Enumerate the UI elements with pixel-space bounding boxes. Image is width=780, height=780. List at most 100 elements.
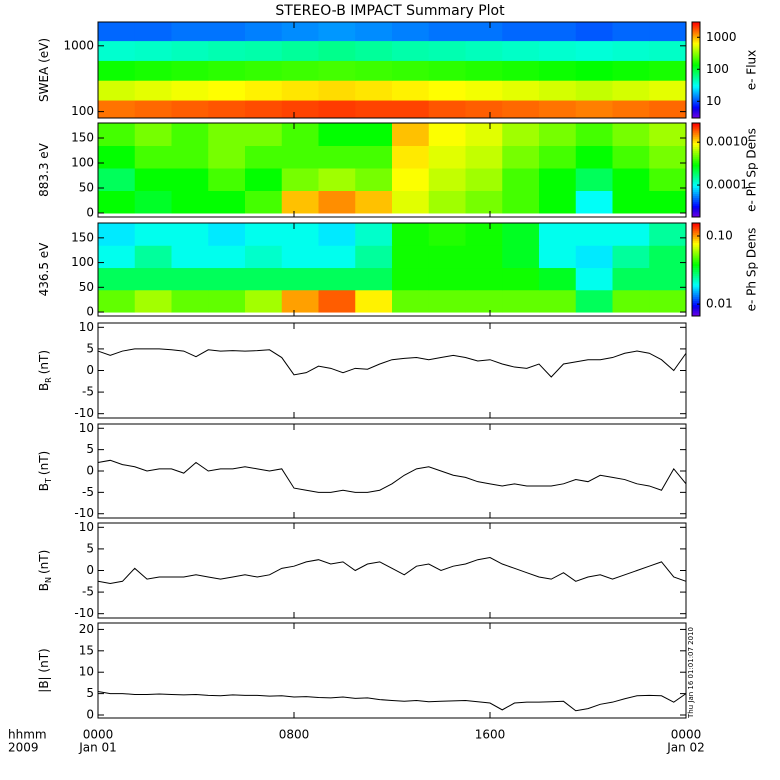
heat-cell	[98, 145, 136, 169]
heat-cell	[502, 245, 540, 269]
colorbar-slice	[692, 76, 700, 79]
panel-frame	[97, 522, 687, 619]
heat-cell	[649, 60, 686, 81]
heat-cell	[428, 223, 466, 246]
y-tick-label: 100	[71, 156, 94, 170]
heat-cell	[245, 80, 283, 101]
heat-cell	[245, 223, 283, 246]
y-tick-label: -10	[74, 406, 94, 420]
y-tick-label: 0	[86, 464, 94, 478]
colorbar-slice	[692, 240, 700, 243]
y-tick-label: -5	[82, 485, 94, 499]
heat-cell	[575, 223, 613, 246]
colorbar-slice	[692, 308, 700, 311]
heat-cell	[355, 22, 393, 42]
x-date-label: Jan 02	[666, 741, 705, 755]
heat-cell	[134, 22, 172, 42]
heat-cell	[171, 80, 209, 101]
colorbar-frame	[691, 222, 701, 317]
heat-cell	[539, 100, 577, 119]
colorbar-slice	[692, 72, 700, 75]
y-tick-label: 5	[86, 442, 94, 456]
y-label-text: B	[37, 383, 51, 391]
colorbar-slice	[692, 205, 700, 208]
colorbar-slice	[692, 44, 700, 47]
colorbar-slice	[692, 160, 700, 163]
colorbar-slice	[692, 26, 700, 29]
heat-cell	[465, 223, 503, 246]
heat-cell	[392, 267, 430, 291]
heat-cell	[281, 223, 319, 246]
heat-cell	[539, 267, 577, 291]
colorbar-slice	[692, 150, 700, 153]
y-tick-label: 10	[79, 665, 94, 679]
colorbar-slice	[692, 179, 700, 183]
colorbar-slice	[692, 86, 700, 89]
heat-cell	[171, 267, 209, 291]
colorbar-slice	[692, 100, 700, 103]
heat-cell	[208, 223, 246, 246]
heat-cell	[649, 80, 686, 101]
colorbar-slice	[692, 88, 700, 91]
y-axis-label: BT (nT)	[37, 451, 53, 491]
chart-title: STEREO-B IMPACT Summary Plot	[275, 3, 505, 19]
colorbar-slice	[692, 252, 700, 255]
colorbar-tick-label: 0.0001	[706, 178, 748, 192]
colorbar-slice	[692, 209, 700, 212]
heat-cell	[649, 22, 686, 42]
colorbar-slice	[692, 138, 700, 142]
heat-cell	[98, 40, 136, 61]
heat-cell	[171, 223, 209, 246]
y-tick-label: 100	[71, 255, 94, 269]
heat-cell	[208, 245, 246, 269]
heat-cell	[392, 123, 430, 146]
colorbar-slice	[692, 34, 700, 37]
y-tick-label: 50	[79, 181, 94, 195]
y-label-text: B	[37, 483, 51, 491]
colorbar-slice	[692, 234, 700, 238]
heat-cell	[134, 289, 172, 313]
colorbar-slice	[692, 246, 700, 249]
colorbar-slice	[692, 292, 700, 296]
colorbar-slice	[692, 257, 700, 261]
heat-cell	[245, 60, 283, 81]
heat-cell	[245, 100, 283, 119]
colorbar-slice	[692, 64, 700, 67]
heat-cell	[465, 60, 503, 81]
heat-cell	[281, 267, 319, 291]
heat-cell	[539, 123, 577, 146]
heatmap	[98, 223, 686, 313]
colorbar-slice	[692, 74, 700, 77]
colorbar-tick-label: 1000	[706, 30, 737, 44]
colorbar-slice	[692, 54, 700, 57]
colorbar-slice	[692, 110, 700, 113]
y-label-text: |B| (nT)	[37, 648, 51, 692]
heat-cell	[355, 267, 393, 291]
heat-cell	[392, 223, 430, 246]
colorbar-slice	[692, 156, 700, 159]
heat-cell	[465, 289, 503, 313]
heat-cell	[318, 223, 356, 246]
colorbar-slice	[692, 306, 700, 309]
colorbar-slice	[692, 269, 700, 272]
colorbar-slice	[692, 224, 700, 228]
heat-cell	[465, 267, 503, 291]
y-label-sub: N	[44, 577, 53, 583]
colorbar-slice	[692, 78, 700, 81]
colorbar-slice	[692, 128, 700, 132]
heat-cell	[281, 289, 319, 313]
heat-cell	[208, 145, 246, 169]
heat-cell	[171, 145, 209, 169]
colorbar-slice	[692, 197, 700, 200]
colorbar-slice	[692, 82, 700, 85]
colorbar-slice	[692, 223, 700, 226]
heat-cell	[245, 289, 283, 313]
heat-cell	[318, 190, 356, 214]
heat-cell	[502, 22, 540, 42]
colorbar-slice	[692, 84, 700, 87]
colorbar-slice	[692, 106, 700, 109]
heat-cell	[539, 40, 577, 61]
heat-cell	[98, 223, 136, 246]
heat-cell	[502, 168, 540, 191]
y-tick-label: 15	[79, 643, 94, 657]
